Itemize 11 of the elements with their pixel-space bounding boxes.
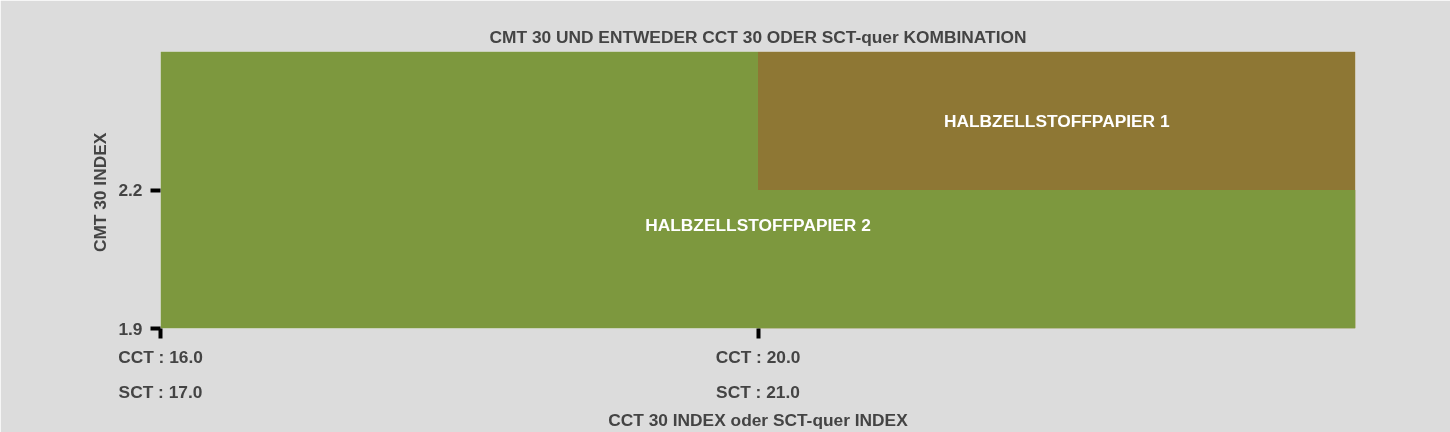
x-axis-title: CCT 30 INDEX oder SCT-quer INDEX bbox=[608, 409, 909, 430]
x-tick-label: CCT : 16.0 bbox=[118, 346, 203, 367]
x2-tick-label: SCT : 21.0 bbox=[716, 381, 800, 402]
series-label: HALBZELLSTOFFPAPIER 2 bbox=[645, 214, 871, 235]
x2-tick-label: SCT : 17.0 bbox=[118, 381, 203, 402]
chart-title: CMT 30 UND ENTWEDER CCT 30 ODER SCT-quer KOMBINATION bbox=[489, 26, 1027, 47]
x-tick-label: CCT : 20.0 bbox=[715, 346, 801, 367]
y-tick-label: 2.2 bbox=[118, 180, 143, 200]
series-label: HALBZELLSTOFFPAPIER 1 bbox=[943, 110, 1170, 131]
y-axis-title: CMT 30 INDEX bbox=[90, 132, 111, 253]
y-tick-label: 1.9 bbox=[118, 318, 143, 339]
